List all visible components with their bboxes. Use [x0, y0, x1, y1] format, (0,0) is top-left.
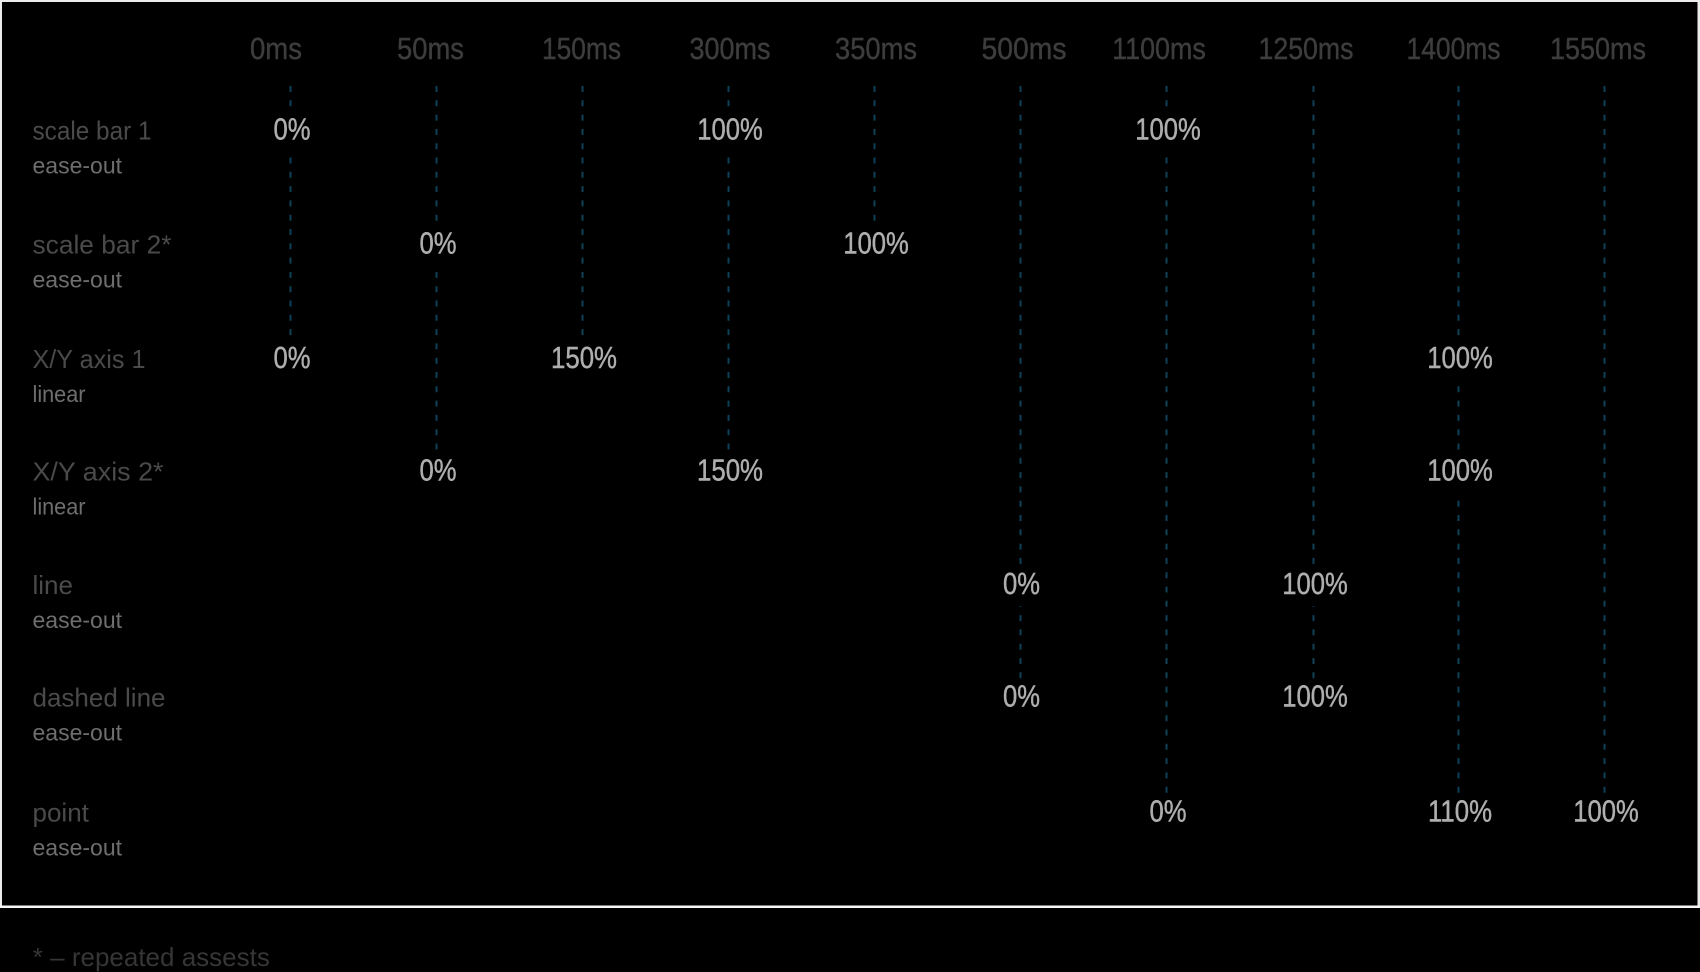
svg-text:100%: 100% [1427, 453, 1493, 488]
svg-text:0%: 0% [420, 453, 457, 488]
svg-text:scale bar 1: scale bar 1 [33, 115, 152, 145]
svg-text:X/Y axis 1: X/Y axis 1 [33, 344, 146, 374]
svg-text:1400ms: 1400ms [1407, 31, 1501, 66]
svg-text:100%: 100% [1427, 340, 1493, 375]
svg-text:50ms: 50ms [397, 31, 464, 66]
svg-text:ease-out: ease-out [33, 835, 123, 861]
svg-text:0%: 0% [420, 226, 457, 261]
svg-text:* – repeated assests: * – repeated assests [33, 942, 270, 972]
svg-text:0%: 0% [274, 340, 311, 375]
svg-text:ease-out: ease-out [33, 267, 123, 293]
svg-text:150%: 150% [551, 340, 617, 375]
svg-text:100%: 100% [1573, 794, 1639, 829]
svg-text:100%: 100% [843, 226, 909, 261]
svg-text:100%: 100% [1282, 566, 1348, 601]
svg-text:350ms: 350ms [835, 31, 917, 66]
svg-text:0%: 0% [1003, 566, 1040, 601]
svg-text:line: line [33, 570, 73, 600]
svg-text:110%: 110% [1428, 794, 1492, 829]
svg-text:1100ms: 1100ms [1112, 31, 1206, 66]
svg-text:ease-out: ease-out [33, 719, 123, 745]
svg-text:500ms: 500ms [982, 31, 1067, 66]
svg-text:point: point [33, 798, 90, 828]
svg-text:100%: 100% [1135, 111, 1201, 146]
svg-text:linear: linear [33, 494, 86, 520]
svg-text:ease-out: ease-out [33, 152, 123, 178]
svg-text:1550ms: 1550ms [1550, 31, 1646, 66]
svg-text:300ms: 300ms [690, 31, 771, 66]
svg-text:0%: 0% [274, 111, 311, 146]
svg-text:linear: linear [33, 381, 86, 407]
svg-text:0ms: 0ms [250, 31, 302, 66]
svg-text:1250ms: 1250ms [1259, 31, 1354, 66]
svg-text:X/Y axis 2*: X/Y axis 2* [33, 457, 164, 487]
svg-text:dashed line: dashed line [33, 682, 166, 712]
svg-text:150ms: 150ms [542, 31, 621, 66]
svg-text:scale bar 2*: scale bar 2* [33, 230, 172, 260]
svg-text:100%: 100% [697, 111, 763, 146]
svg-text:100%: 100% [1282, 678, 1348, 713]
svg-text:ease-out: ease-out [33, 607, 123, 633]
svg-text:0%: 0% [1003, 678, 1040, 713]
svg-text:150%: 150% [697, 453, 763, 488]
svg-text:0%: 0% [1150, 794, 1187, 829]
